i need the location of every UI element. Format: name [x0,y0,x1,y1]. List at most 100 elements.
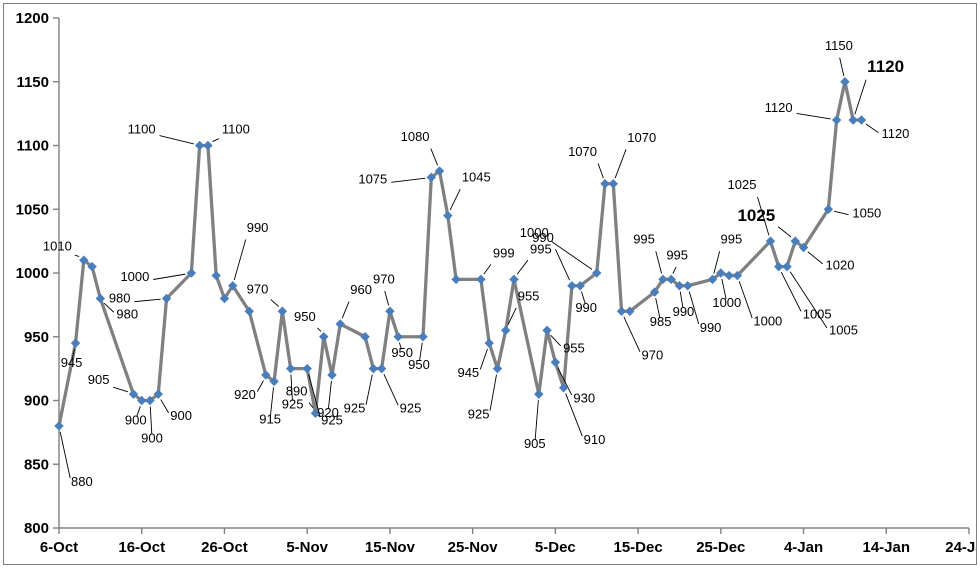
data-label: 990 [673,304,695,319]
x-tick-label: 5-Nov [286,539,328,556]
data-marker [204,142,212,150]
label-leader [75,255,79,256]
chart-border: 800850900950100010501100115012006-Oct16-… [3,3,977,565]
data-label: 915 [259,411,281,426]
label-leader [366,375,372,405]
data-marker [96,295,104,303]
data-label: 970 [373,271,395,286]
data-label: 955 [518,288,540,303]
data-label: 920 [234,387,256,402]
label-leader [159,136,193,144]
data-marker [303,365,311,373]
data-label: 1050 [852,205,881,220]
data-marker [783,263,791,271]
x-tick-label: 26-Oct [201,539,248,556]
data-marker [394,333,402,341]
data-label: 980 [116,307,138,322]
data-marker [278,307,286,315]
x-tick-label: 15-Nov [365,539,416,556]
label-leader [555,249,569,280]
data-marker [618,307,626,315]
label-leader [257,381,263,392]
data-label: 955 [563,340,585,355]
data-label: 1100 [128,122,156,137]
data-marker [502,326,510,334]
label-leader [778,227,791,237]
data-label: 910 [584,432,606,447]
data-marker [369,365,377,373]
data-label: 990 [575,300,597,315]
data-label: 970 [642,347,664,362]
label-leader [781,272,801,311]
x-tick-label: 14-Jan [863,539,911,556]
data-marker [419,333,427,341]
label-leader [342,302,349,319]
label-leader [673,267,676,274]
data-label: 925 [282,397,304,412]
data-marker [452,275,460,283]
data-marker [551,358,559,366]
data-marker [510,275,518,283]
data-marker [543,326,551,334]
data-label: 1000 [520,225,549,240]
x-tick-label: 25-Dec [696,539,745,556]
data-marker [444,212,452,220]
data-label: 925 [344,401,366,416]
label-leader [60,432,70,478]
data-label: 960 [350,282,372,297]
y-tick-label: 1100 [16,138,49,155]
data-marker [493,365,501,373]
x-tick-label: 25-Nov [448,539,499,556]
data-label: 995 [666,247,688,262]
data-label: 995 [721,231,743,246]
data-marker [609,180,617,188]
data-marker [55,422,63,430]
data-label: 945 [61,355,83,370]
data-label: 925 [468,407,490,422]
data-label: 905 [88,372,110,387]
x-tick-label: 16-Oct [118,539,165,556]
data-marker [212,272,220,280]
data-label: 900 [141,431,163,446]
data-marker [477,275,485,283]
data-label: 1000 [120,269,149,284]
data-label: 990 [700,320,722,335]
data-label: 999 [493,245,515,260]
label-leader [135,299,161,301]
data-label: 970 [247,281,269,296]
data-label: 900 [125,413,147,428]
data-marker [849,116,857,124]
data-label: 1045 [462,170,491,185]
label-leader [598,163,603,178]
label-leader [656,251,662,273]
label-leader [535,400,538,440]
data-marker [725,272,733,280]
data-label: 1070 [568,144,597,159]
label-leader [840,58,844,76]
data-label: 1005 [829,323,858,338]
label-leader [385,291,389,305]
data-marker [833,116,841,124]
label-leader [834,211,849,215]
data-marker [72,339,80,347]
data-label: 1025 [737,206,775,225]
data-label: 1000 [753,314,782,329]
x-tick-label: 5-Dec [535,539,576,556]
data-label: 945 [457,365,479,380]
x-tick-label: 4-Jan [784,539,823,556]
label-leader [153,274,185,279]
data-label: 1020 [826,258,855,273]
data-marker [684,282,692,290]
data-marker [568,282,576,290]
data-marker [320,333,328,341]
y-tick-label: 1050 [16,201,49,218]
label-leader [517,260,528,274]
data-marker [378,365,386,373]
data-label: 905 [524,436,546,451]
data-label: 950 [408,357,430,372]
label-leader [318,328,322,331]
data-marker [841,78,849,86]
y-tick-label: 850 [24,456,49,473]
data-marker [485,339,493,347]
y-tick-label: 900 [24,393,49,410]
